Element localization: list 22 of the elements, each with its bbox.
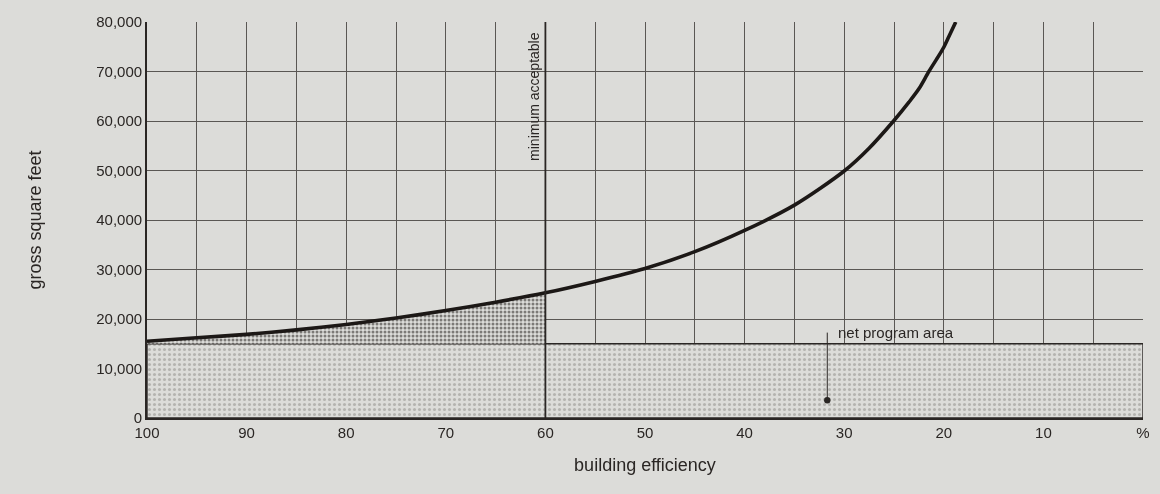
ref-line-label: minimum acceptable [525, 32, 542, 161]
y-tick-label: 20,000 [96, 310, 143, 328]
x-tick-label: 40 [736, 423, 753, 441]
x-axis-title: building efficiency [574, 454, 716, 475]
x-tick-label: 80 [337, 423, 355, 441]
x-tick-label: 60 [537, 423, 554, 441]
x-tick-label: 90 [238, 423, 255, 441]
x-tick-label: 30 [835, 423, 853, 441]
y-tick-label: 70,000 [96, 62, 143, 80]
y-tick-label: 40,000 [96, 211, 143, 229]
y-axis-title: gross square feet [24, 150, 45, 290]
x-tick-label: 70 [437, 423, 455, 441]
y-tick-label: 10,000 [96, 359, 143, 377]
y-tick-label: 50,000 [96, 161, 143, 179]
y-tick-label: 60,000 [96, 112, 143, 130]
y-tick-label: 80,000 [96, 13, 143, 31]
y-tick-label: 30,000 [96, 260, 143, 278]
x-tick-label: 50 [636, 423, 654, 441]
x-tick-label: % [1136, 423, 1150, 441]
line-series [147, 22, 958, 344]
x-tick-label: 20 [935, 423, 953, 441]
x-tick-label: 10 [1035, 423, 1052, 441]
